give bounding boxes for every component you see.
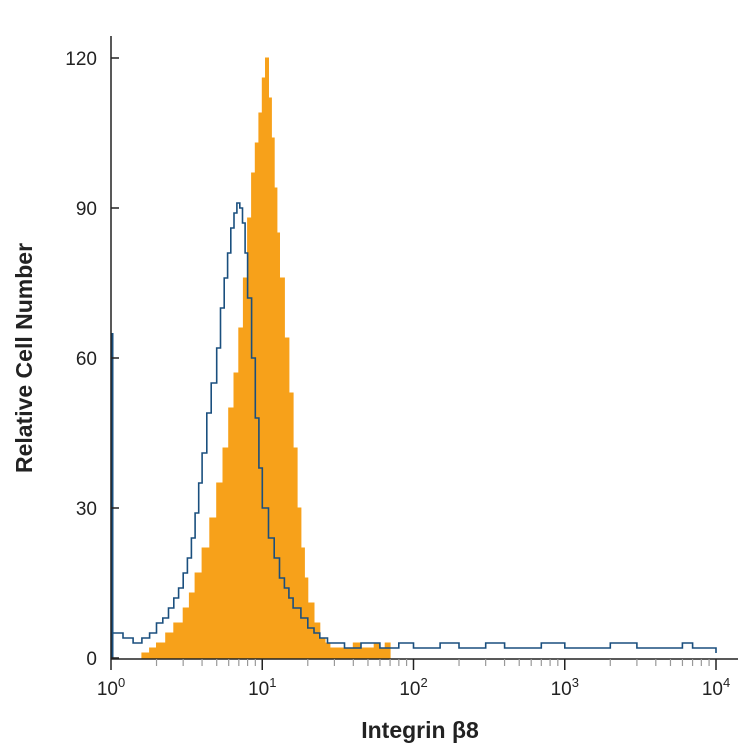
y-tick-label: 30	[76, 499, 97, 520]
x-tick-label: 101	[248, 675, 276, 700]
axis-labels: 0 30 60 90 120 100 101 102 103 104	[65, 49, 730, 700]
y-axis-title: Relative Cell Number	[11, 243, 37, 473]
x-tick-label: 103	[551, 675, 579, 700]
y-tick-label: 60	[76, 349, 97, 370]
y-tick-label: 0	[86, 649, 97, 670]
x-axis-title: Integrin β8	[361, 717, 479, 743]
x-tick-label: 104	[702, 675, 730, 700]
x-tick-label: 102	[399, 675, 427, 700]
filled-histogram-series	[141, 57, 391, 659]
plot-area	[110, 57, 717, 659]
axes	[110, 36, 738, 670]
y-tick-label: 120	[65, 49, 97, 70]
outline-histogram-series	[111, 202, 717, 653]
x-tick-label: 100	[97, 675, 125, 700]
y-tick-label: 90	[76, 199, 97, 220]
